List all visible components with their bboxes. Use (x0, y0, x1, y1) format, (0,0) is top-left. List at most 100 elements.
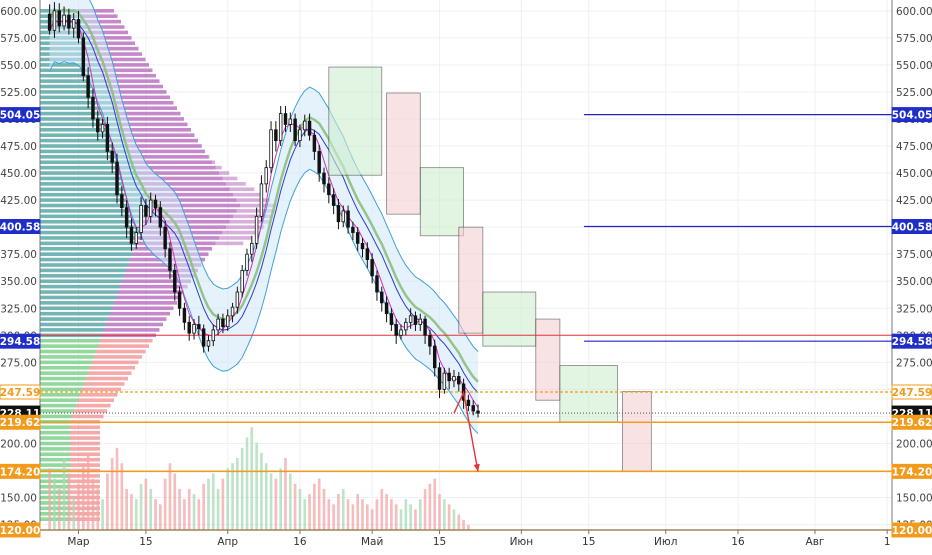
volume-bar (188, 489, 191, 530)
volume-bar (217, 489, 220, 530)
profile-bar-ext (209, 155, 210, 159)
profile-bar-mid (70, 490, 100, 494)
profile-bar-base (40, 285, 120, 289)
profile-bar-base (40, 306, 112, 310)
y-tick-label-left: 150.00 (0, 493, 37, 505)
x-tick-label: Июл (654, 536, 677, 548)
price-tag-text: 219.62 (0, 417, 40, 429)
profile-bar-base (40, 328, 104, 332)
candle-body (289, 119, 292, 124)
profile-bar-mid (70, 496, 100, 500)
price-tag-text: 219.62 (892, 417, 932, 429)
profile-bar-mid (98, 344, 149, 348)
candle-body (260, 184, 263, 216)
profile-bar-base (40, 344, 98, 348)
profile-bar-base (40, 296, 116, 300)
profile-bar-base (40, 447, 70, 451)
candle-body (255, 216, 258, 243)
candle-body (390, 314, 393, 325)
volume-bar (149, 489, 152, 530)
profile-bar-base (40, 398, 78, 402)
profile-bar-mid (70, 431, 100, 435)
candle-body (405, 322, 408, 330)
profile-bar-mid (72, 415, 104, 419)
profile-bar-base (40, 393, 80, 397)
price-tag-text: 174.20 (892, 466, 932, 478)
volume-bar (212, 473, 215, 530)
x-tick-label: 15 (433, 536, 446, 548)
volume-bar (106, 473, 109, 530)
y-tick-label-left: 525.00 (0, 87, 37, 99)
y-tick-label-right: 475.00 (896, 141, 932, 153)
volume-bar (409, 504, 412, 530)
volume-bar (111, 458, 114, 530)
candle-body (193, 324, 196, 333)
candle-body (433, 346, 436, 368)
volume-bar (284, 458, 287, 530)
profile-bar-base (40, 355, 94, 359)
price-tag-text: 247.59 (892, 387, 932, 399)
profile-bar-mid (70, 458, 100, 462)
profile-bar-base (40, 312, 110, 316)
volume-bar (178, 489, 181, 530)
candle-body (472, 406, 475, 411)
bull-box (420, 168, 463, 236)
profile-bar-base (40, 431, 70, 435)
volume-bar (318, 479, 321, 530)
candle-body (173, 270, 176, 292)
x-tick-label: Мар (67, 536, 89, 548)
profile-bar-ext (223, 177, 238, 181)
volume-bar (164, 479, 167, 530)
volume-bar (183, 499, 186, 530)
volume-bar (332, 504, 335, 530)
bull-box (329, 67, 382, 175)
volume-bar (279, 468, 282, 530)
volume-bar (327, 499, 330, 530)
profile-bar-ext (237, 198, 271, 202)
y-tick-label-right: 450.00 (896, 168, 932, 180)
y-tick-label-right: 325.00 (896, 303, 932, 315)
profile-bar-mid (112, 306, 174, 310)
x-tick-label: 16 (731, 536, 745, 548)
candle-body (294, 119, 297, 141)
candle-body (438, 368, 441, 390)
candle-body (68, 15, 71, 28)
volume-bar (400, 509, 403, 530)
profile-bar-base (40, 220, 144, 224)
volume-bar (116, 448, 119, 530)
volume-bar (303, 499, 306, 530)
candle-body (207, 341, 210, 346)
volume-bar (241, 448, 244, 530)
volume-bar (308, 494, 311, 530)
profile-bar-mid (96, 350, 146, 354)
volume-bar (159, 504, 162, 530)
candle-body (212, 330, 215, 341)
y-tick-label-left: 325.00 (0, 303, 37, 315)
profile-bar-ext (212, 160, 215, 164)
candle-body (275, 130, 278, 141)
volume-bar (82, 463, 85, 530)
volume-bar (193, 494, 196, 530)
profile-bar-base (40, 463, 70, 467)
profile-bar-base (40, 377, 86, 381)
profile-bar-mid (88, 371, 132, 375)
volume-bar (48, 468, 51, 530)
y-tick-label-right: 275.00 (896, 357, 932, 369)
volume-bar (169, 463, 172, 530)
volume-bar (289, 473, 292, 530)
profile-bar-base (40, 442, 70, 446)
y-tick-label-left: 375.00 (0, 249, 37, 261)
volume-bar (202, 484, 205, 530)
y-tick-label-right: 575.00 (896, 33, 932, 45)
volume-bar (72, 499, 75, 530)
candle-body (395, 324, 398, 335)
volume-bar (226, 468, 229, 530)
profile-bar-mid (70, 436, 100, 440)
profile-bar-base (40, 279, 122, 283)
candle-body (130, 227, 133, 243)
candle-body (53, 11, 56, 30)
profile-bar-base (40, 458, 70, 462)
candle-body (231, 307, 234, 316)
profile-bar-base (40, 263, 128, 267)
